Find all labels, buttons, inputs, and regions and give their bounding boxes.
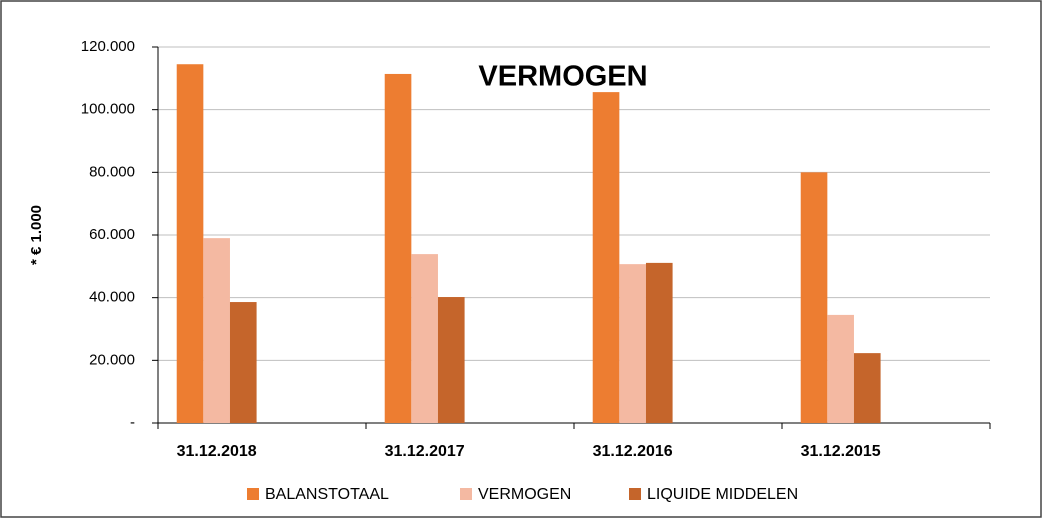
y-tick-label: - <box>130 414 135 431</box>
bar <box>411 254 438 423</box>
bar <box>437 297 465 423</box>
x-tick-label: 31.12.2015 <box>801 443 881 460</box>
y-tick-label: 40.000 <box>89 289 135 306</box>
bar <box>619 264 646 423</box>
y-axis-label: * € 1.000 <box>28 205 45 265</box>
bar <box>827 314 854 423</box>
y-tick-label: 100.000 <box>81 101 135 118</box>
bar <box>229 302 257 423</box>
bar <box>203 238 230 423</box>
y-tick-label: 120.000 <box>81 38 135 55</box>
x-tick-label: 31.12.2017 <box>385 443 465 460</box>
bar <box>800 172 828 423</box>
bar <box>176 64 204 423</box>
chart-title: VERMOGEN <box>478 61 647 93</box>
legend-label: LIQUIDE MIDDELEN <box>647 486 798 503</box>
legend-swatch <box>460 488 472 500</box>
bar <box>853 353 881 423</box>
y-tick-label: 80.000 <box>89 163 135 180</box>
legend-swatch <box>247 488 259 500</box>
legend-swatch <box>629 488 641 500</box>
bar <box>592 92 620 424</box>
legend-label: VERMOGEN <box>478 486 571 503</box>
x-tick-label: 31.12.2016 <box>593 443 673 460</box>
y-tick-label: 60.000 <box>89 226 135 243</box>
y-tick-label: 20.000 <box>89 351 135 368</box>
legend-label: BALANSTOTAAL <box>265 486 389 503</box>
bar <box>384 73 412 424</box>
x-tick-label: 31.12.2018 <box>177 443 257 460</box>
bar <box>645 262 673 423</box>
